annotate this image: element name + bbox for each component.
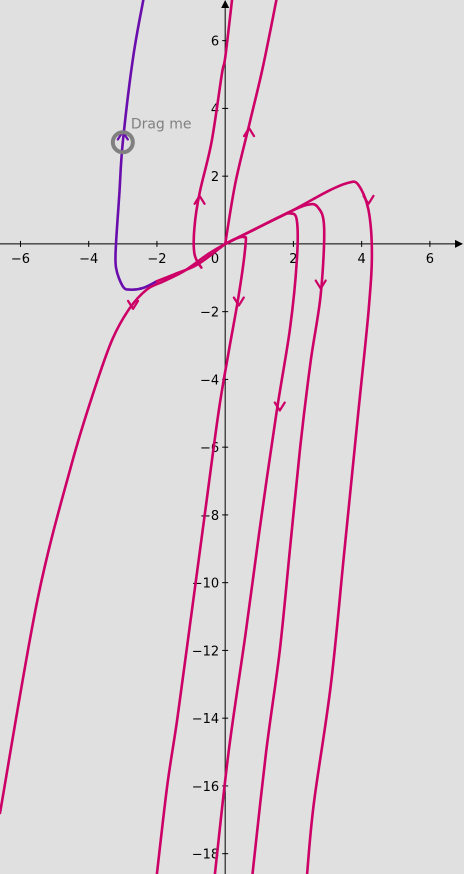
drag-handle-label: Drag me [131, 116, 192, 132]
y-tick-label: −4 [200, 373, 219, 388]
x-tick-label: −6 [11, 252, 30, 267]
x-tick-label: 6 [426, 252, 434, 267]
y-tick-label: −18 [192, 848, 219, 863]
x-tick-label: 4 [358, 252, 366, 267]
y-tick-label: −6 [200, 441, 219, 456]
y-tick-label: 2 [211, 170, 219, 185]
y-tick-label: −14 [192, 712, 219, 727]
y-tick-label: −16 [192, 780, 219, 795]
y-tick-label: 6 [211, 35, 219, 50]
y-tick-label: −2 [200, 306, 219, 321]
x-tick-label: −4 [79, 252, 98, 267]
y-tick-label: −12 [192, 644, 219, 659]
x-tick-label: −2 [147, 252, 166, 267]
